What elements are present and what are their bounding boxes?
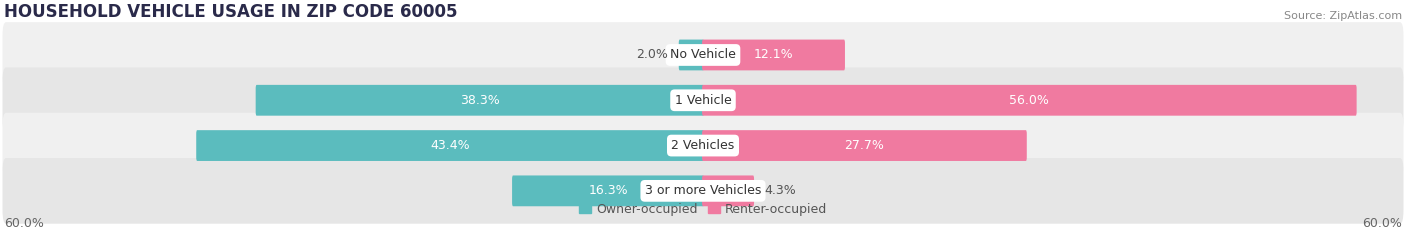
FancyBboxPatch shape	[3, 67, 1403, 133]
Text: 12.1%: 12.1%	[754, 48, 793, 62]
Text: 60.0%: 60.0%	[1362, 217, 1402, 230]
Text: 2.0%: 2.0%	[636, 48, 668, 62]
FancyBboxPatch shape	[512, 175, 704, 206]
FancyBboxPatch shape	[3, 22, 1403, 88]
FancyBboxPatch shape	[702, 130, 1026, 161]
Text: No Vehicle: No Vehicle	[671, 48, 735, 62]
Text: 56.0%: 56.0%	[1010, 94, 1049, 107]
FancyBboxPatch shape	[197, 130, 704, 161]
Text: 38.3%: 38.3%	[460, 94, 499, 107]
FancyBboxPatch shape	[702, 40, 845, 70]
FancyBboxPatch shape	[256, 85, 704, 116]
FancyBboxPatch shape	[679, 40, 704, 70]
Text: 16.3%: 16.3%	[588, 184, 628, 197]
Text: 2 Vehicles: 2 Vehicles	[672, 139, 734, 152]
Text: 27.7%: 27.7%	[845, 139, 884, 152]
FancyBboxPatch shape	[702, 85, 1357, 116]
Legend: Owner-occupied, Renter-occupied: Owner-occupied, Renter-occupied	[579, 203, 827, 216]
FancyBboxPatch shape	[3, 113, 1403, 178]
Text: 4.3%: 4.3%	[765, 184, 797, 197]
Text: 43.4%: 43.4%	[430, 139, 470, 152]
Text: Source: ZipAtlas.com: Source: ZipAtlas.com	[1284, 11, 1402, 21]
Text: 60.0%: 60.0%	[4, 217, 44, 230]
FancyBboxPatch shape	[702, 175, 754, 206]
Text: HOUSEHOLD VEHICLE USAGE IN ZIP CODE 60005: HOUSEHOLD VEHICLE USAGE IN ZIP CODE 6000…	[4, 3, 457, 21]
Text: 3 or more Vehicles: 3 or more Vehicles	[645, 184, 761, 197]
FancyBboxPatch shape	[3, 158, 1403, 224]
Text: 1 Vehicle: 1 Vehicle	[675, 94, 731, 107]
